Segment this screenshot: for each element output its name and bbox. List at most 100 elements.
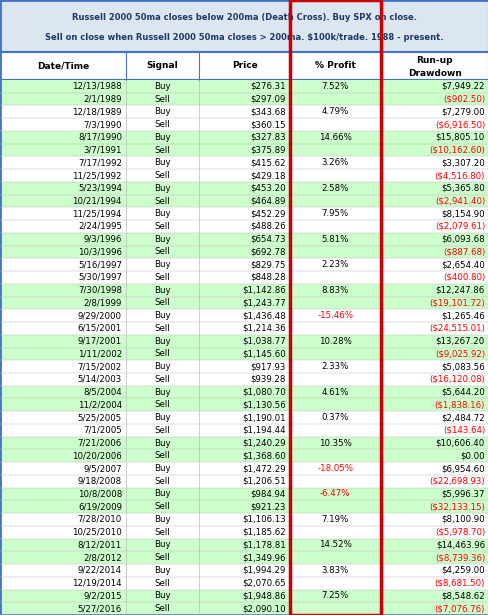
Bar xyxy=(0,309,488,322)
Text: Sell: Sell xyxy=(154,146,170,154)
Text: $1,368.60: $1,368.60 xyxy=(242,451,285,460)
Bar xyxy=(0,296,488,309)
Text: Buy: Buy xyxy=(154,286,170,295)
Text: 10/25/2010: 10/25/2010 xyxy=(72,528,122,537)
Text: $429.18: $429.18 xyxy=(250,171,285,180)
Bar xyxy=(0,399,488,411)
Text: 2.58%: 2.58% xyxy=(321,184,348,192)
Text: $1,145.60: $1,145.60 xyxy=(242,349,285,359)
Text: Sell: Sell xyxy=(154,273,170,282)
Bar xyxy=(0,0,488,52)
Text: 7/3/1990: 7/3/1990 xyxy=(83,120,122,129)
Bar xyxy=(0,80,488,93)
Text: Buy: Buy xyxy=(154,438,170,448)
Text: 8.83%: 8.83% xyxy=(321,286,348,295)
Text: 12/13/1988: 12/13/1988 xyxy=(72,82,122,91)
Text: 10.35%: 10.35% xyxy=(318,438,351,448)
Text: $939.28: $939.28 xyxy=(250,375,285,384)
Text: $5,365.80: $5,365.80 xyxy=(440,184,484,192)
Text: Sell: Sell xyxy=(154,375,170,384)
Text: 0.37%: 0.37% xyxy=(321,413,348,422)
Text: $0.00: $0.00 xyxy=(459,451,484,460)
Text: $13,267.20: $13,267.20 xyxy=(435,336,484,346)
Text: $1,106.13: $1,106.13 xyxy=(242,515,285,524)
Text: 8/17/1990: 8/17/1990 xyxy=(78,133,122,142)
Text: 5.81%: 5.81% xyxy=(321,235,348,244)
Text: 10/3/1996: 10/3/1996 xyxy=(78,247,122,256)
Text: 9/5/2007: 9/5/2007 xyxy=(83,464,122,473)
Text: 11/2/2004: 11/2/2004 xyxy=(78,400,122,410)
Bar xyxy=(0,450,488,462)
Text: -18.05%: -18.05% xyxy=(317,464,352,473)
Text: 7/17/1992: 7/17/1992 xyxy=(78,158,122,167)
Bar xyxy=(0,258,488,271)
Text: $1,472.29: $1,472.29 xyxy=(242,464,285,473)
Text: Buy: Buy xyxy=(154,541,170,549)
Text: 5/27/2016: 5/27/2016 xyxy=(78,604,122,613)
Text: $8,548.62: $8,548.62 xyxy=(440,592,484,600)
Text: Sell: Sell xyxy=(154,95,170,103)
Text: Sell: Sell xyxy=(154,579,170,588)
Text: Sell: Sell xyxy=(154,502,170,511)
Text: Sell: Sell xyxy=(154,222,170,231)
Text: $1,142.86: $1,142.86 xyxy=(242,286,285,295)
Text: ($2,079.61): ($2,079.61) xyxy=(434,222,484,231)
Text: ($22,698.93): ($22,698.93) xyxy=(428,477,484,486)
Text: ($7,076.76): ($7,076.76) xyxy=(434,604,484,613)
Text: $360.15: $360.15 xyxy=(250,120,285,129)
Text: $2,070.65: $2,070.65 xyxy=(242,579,285,588)
Text: % Profit: % Profit xyxy=(314,62,355,71)
Text: ($24,515.01): ($24,515.01) xyxy=(428,324,484,333)
Bar xyxy=(0,360,488,373)
Text: 14.66%: 14.66% xyxy=(318,133,351,142)
Text: Russell 2000 50ma closes below 200ma (Death Cross). Buy SPX on close.: Russell 2000 50ma closes below 200ma (De… xyxy=(72,13,416,22)
Text: $1,349.96: $1,349.96 xyxy=(242,553,285,562)
Text: $1,243.77: $1,243.77 xyxy=(242,298,285,308)
Text: Buy: Buy xyxy=(154,209,170,218)
Text: $276.31: $276.31 xyxy=(250,82,285,91)
Bar xyxy=(0,106,488,118)
Text: Sell: Sell xyxy=(154,171,170,180)
Text: 3/7/1991: 3/7/1991 xyxy=(83,146,122,154)
Text: Date/Time: Date/Time xyxy=(37,62,89,71)
Text: ($8,681.50): ($8,681.50) xyxy=(434,579,484,588)
Text: Buy: Buy xyxy=(154,387,170,397)
Text: $327.83: $327.83 xyxy=(250,133,285,142)
Text: $15,805.10: $15,805.10 xyxy=(435,133,484,142)
Bar xyxy=(0,233,488,245)
Text: 7.95%: 7.95% xyxy=(321,209,348,218)
Text: 6/19/2009: 6/19/2009 xyxy=(78,502,122,511)
Text: $5,644.20: $5,644.20 xyxy=(440,387,484,397)
Text: 2/24/1995: 2/24/1995 xyxy=(78,222,122,231)
Text: 10/8/2008: 10/8/2008 xyxy=(78,490,122,499)
Text: $1,178.81: $1,178.81 xyxy=(242,541,285,549)
Text: Drawdown: Drawdown xyxy=(407,68,461,77)
Text: $654.73: $654.73 xyxy=(250,235,285,244)
Text: Buy: Buy xyxy=(154,490,170,499)
Bar xyxy=(0,488,488,501)
Text: $14,463.96: $14,463.96 xyxy=(435,541,484,549)
Text: 9/2/2015: 9/2/2015 xyxy=(83,592,122,600)
Bar xyxy=(0,475,488,488)
Text: 7.25%: 7.25% xyxy=(321,592,348,600)
Text: 11/25/1994: 11/25/1994 xyxy=(72,209,122,218)
Text: $453.20: $453.20 xyxy=(250,184,285,192)
Text: Sell: Sell xyxy=(154,553,170,562)
Text: Sell: Sell xyxy=(154,477,170,486)
Text: ($2,941.40): ($2,941.40) xyxy=(434,197,484,205)
Text: Sell: Sell xyxy=(154,400,170,410)
Text: $12,247.86: $12,247.86 xyxy=(435,286,484,295)
Text: 10/21/1994: 10/21/1994 xyxy=(72,197,122,205)
Text: Buy: Buy xyxy=(154,413,170,422)
Text: ($8,739.36): ($8,739.36) xyxy=(434,553,484,562)
Text: $6,093.68: $6,093.68 xyxy=(441,235,484,244)
Text: $5,083.56: $5,083.56 xyxy=(440,362,484,371)
Text: Buy: Buy xyxy=(154,235,170,244)
Text: 7.52%: 7.52% xyxy=(321,82,348,91)
Bar xyxy=(0,182,488,194)
Text: Sell: Sell xyxy=(154,349,170,359)
Bar xyxy=(0,52,488,80)
Text: Run-up: Run-up xyxy=(416,57,452,65)
Text: $1,194.44: $1,194.44 xyxy=(242,426,285,435)
Text: -6.47%: -6.47% xyxy=(319,490,350,499)
